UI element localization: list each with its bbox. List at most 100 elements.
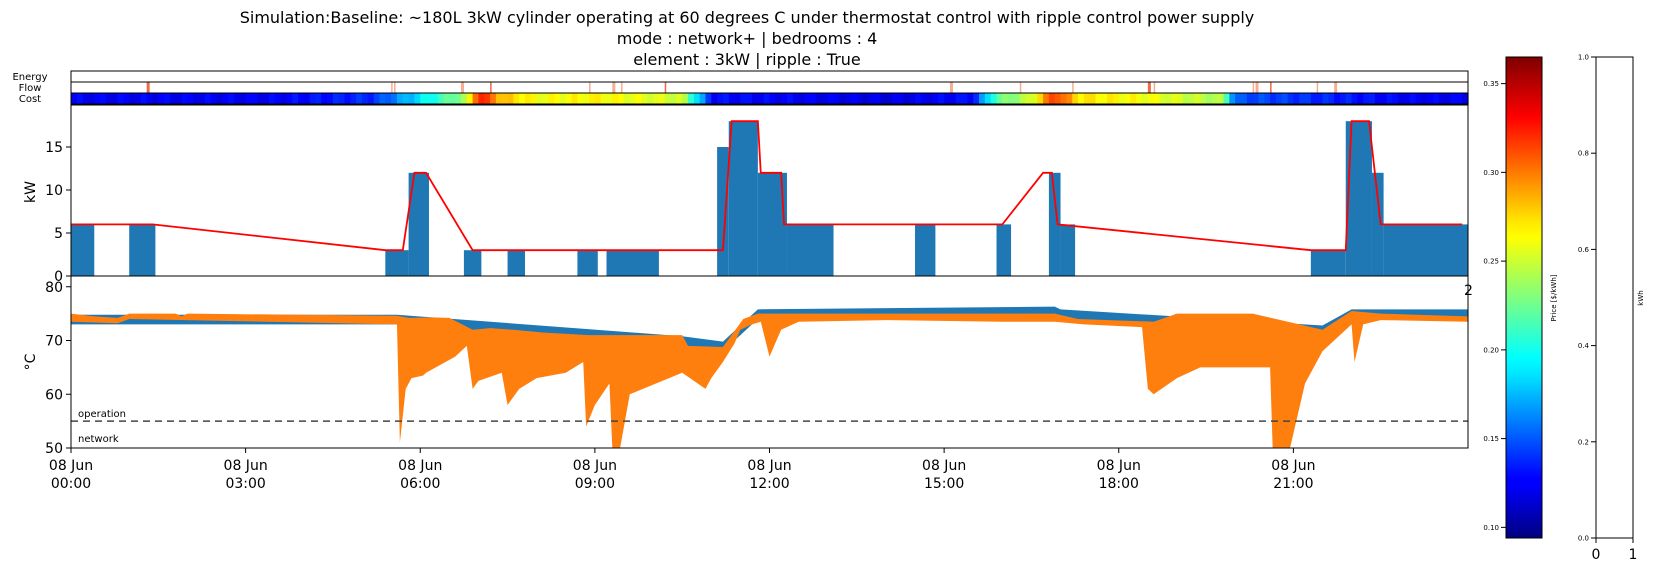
cost-cell [286,93,293,105]
cost-cell [792,93,800,105]
cost-cell [1392,93,1399,105]
kwh-colorbar-label: kWh [1637,290,1645,305]
cost-cell [501,93,509,105]
cost-cell [816,93,823,105]
kwh-colorbar-tick: 0.0 [1578,535,1589,543]
cost-cell [682,93,689,105]
cost-cell [845,93,852,105]
cost-cell [274,93,282,105]
cost-cell [164,93,171,105]
price-colorbar-ticks: 0.10 0.15 0.20 0.25 0.30 0.35 [1483,80,1506,532]
flow-event [1147,82,1151,93]
cost-cell [926,93,934,105]
cost-cell [1159,93,1166,105]
power-y-tick: 15 [45,140,63,156]
cost-cell [152,93,159,105]
cost-cell [1363,93,1370,105]
kwh-colorbar-tick: 0.2 [1578,438,1589,446]
cost-cell [1235,93,1242,105]
cost-cell [1264,93,1271,105]
cost-cell [82,93,90,105]
cost-cell [402,93,410,105]
cost-cell [734,93,741,105]
flow-event [490,82,492,93]
power-bar [408,172,429,276]
cost-cell [420,93,427,105]
cost-cell [1415,93,1423,105]
cost-cell [303,93,311,105]
cost-cell [484,93,491,105]
cost-cell [984,93,992,105]
cost-cell [350,93,357,105]
flow-event [1019,82,1022,93]
annotation-operation: operation [78,409,126,420]
cost-cell [949,93,957,105]
cost-cell [292,93,299,105]
cost-cell [1380,93,1388,105]
cost-cell [1223,93,1230,105]
strip-label-cost: Cost [19,94,41,105]
cost-cell [519,93,526,105]
cost-cell [1427,93,1434,105]
stray-tick-2: 2 [1464,283,1473,299]
temperature-draw-area [71,310,1468,448]
cost-cell [466,93,474,105]
cost-cell [1025,93,1033,105]
cost-cell [100,93,107,105]
cost-cell [327,93,334,105]
cost-cell [239,93,247,105]
cost-cell [897,93,904,105]
kwh-colorbar-ticks: 0.0 0.2 0.4 0.6 0.8 1.0 [1578,54,1596,543]
cost-cell [653,93,660,105]
cost-cell [1275,93,1283,105]
power-bar [728,121,758,276]
cost-cell [1013,93,1021,105]
flow-event [394,82,396,93]
flow-event [146,82,150,93]
cost-cell [1409,93,1417,105]
cost-cell [804,93,811,105]
cost-cell [915,93,922,105]
time-x-tick: 08 Jun 18:00 [1097,458,1141,492]
power-bar [996,224,1012,276]
cost-cell [944,93,951,105]
cost-cell [443,93,450,105]
cost-cell [769,93,776,105]
cost-cell [495,93,503,105]
kwh-colorbar-tick: 0.6 [1578,246,1590,254]
flow-event [621,82,623,93]
cost-cell [193,93,200,105]
cost-cell [1031,93,1038,105]
cost-cell [472,93,480,105]
cost-cell [990,93,998,105]
cost-cell [1398,93,1405,105]
cost-cell [233,93,241,105]
cost-cell [903,93,910,105]
temperature-y-tick: 60 [45,387,63,403]
price-colorbar: 0.10 0.15 0.20 0.25 0.30 0.35 Price [$/kWh] [1483,56,1558,539]
cost-cell [717,93,724,105]
cost-cell [1147,93,1155,105]
cost-cell [833,93,840,105]
cost-cell [938,93,945,105]
power-bar [1310,250,1346,276]
cost-cell [1310,93,1318,105]
cost-cell [722,93,730,105]
price-colorbar-tick: 0.35 [1483,80,1499,88]
cost-cell [379,93,386,105]
cost-cell [786,93,794,105]
power-bar [1060,224,1076,276]
cost-cell [245,93,253,105]
cost-cell [1462,93,1469,105]
cost-cell [1182,93,1190,105]
cost-cell [525,93,532,105]
cost-cell [338,93,346,105]
cost-cell [129,93,136,105]
cost-cell [362,93,369,105]
cost-cell [880,93,887,105]
cost-cell [763,93,771,105]
cost-cell [728,93,736,105]
cost-cell [111,93,119,105]
cost-cell [757,93,765,105]
flow-row [146,82,1338,93]
